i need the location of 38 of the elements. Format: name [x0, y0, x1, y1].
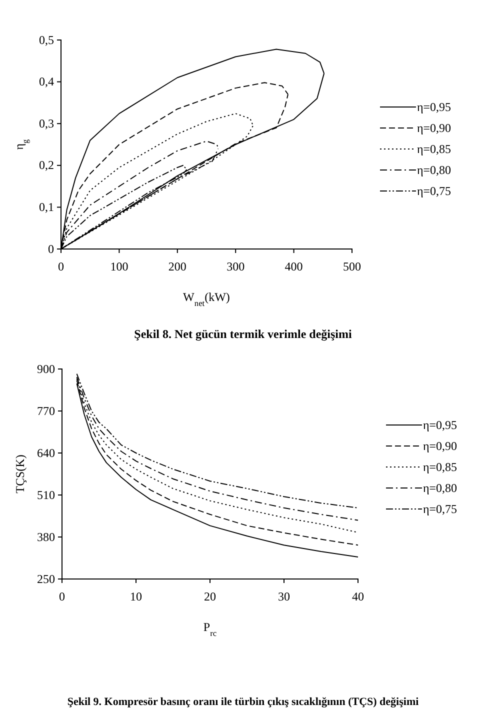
x-tick-label: 10 — [130, 589, 142, 604]
text: Şekil 9. Kompresör basınç oranı ile türbin çıkış sıcaklığının (TÇS) değişimi — [67, 696, 419, 708]
y-axis-title: TÇS(K) — [13, 454, 27, 494]
x-tick-label: 30 — [278, 589, 290, 604]
legend-label: η=0,90 — [423, 439, 458, 454]
y-tick-label: 0,4 — [39, 74, 54, 89]
x-tick-label: 40 — [352, 589, 364, 604]
y-tick-label: 0,3 — [39, 116, 54, 130]
x-tick-label: 0 — [59, 589, 65, 604]
legend-label: η=0,90 — [417, 121, 452, 136]
text: Şekil 8. Net gücün termik verimle değişimi — [134, 327, 352, 341]
y-tick-label: 770 — [37, 404, 55, 418]
legend-label: η=0,95 — [417, 100, 452, 114]
x-axis-title: P$_{rc}$ — [203, 620, 217, 638]
x-tick-label: 400 — [284, 259, 303, 274]
x-tick-label: 0 — [58, 259, 64, 274]
y-tick-label: 250 — [37, 572, 55, 586]
y-tick-label: 510 — [37, 488, 55, 502]
y-tick-label: 0,5 — [39, 32, 54, 47]
x-tick-label: 100 — [110, 259, 128, 274]
y-tick-label: 380 — [37, 530, 55, 544]
y-tick-label: 0 — [48, 242, 54, 256]
legend-label: η=0,80 — [417, 163, 452, 178]
x-tick-label: 200 — [168, 259, 186, 274]
legend-label: η=0,85 — [423, 460, 458, 474]
x-axis-title: W$_{net}$(kW) — [183, 290, 230, 308]
y-tick-label: 0,2 — [39, 158, 54, 172]
legend-label: η=0,95 — [423, 418, 458, 432]
y-tick-label: 640 — [37, 446, 55, 460]
y-tick-label: 900 — [37, 362, 55, 376]
x-tick-label: 20 — [204, 589, 216, 604]
x-tick-label: 500 — [343, 259, 361, 274]
x-tick-label: 300 — [226, 259, 245, 274]
legend-label: η=0,75 — [417, 184, 452, 198]
legend-label: η=0,85 — [417, 142, 452, 156]
legend-label: η=0,80 — [423, 481, 458, 496]
y-tick-label: 0,1 — [39, 200, 54, 214]
legend-label: η=0,75 — [423, 502, 458, 516]
